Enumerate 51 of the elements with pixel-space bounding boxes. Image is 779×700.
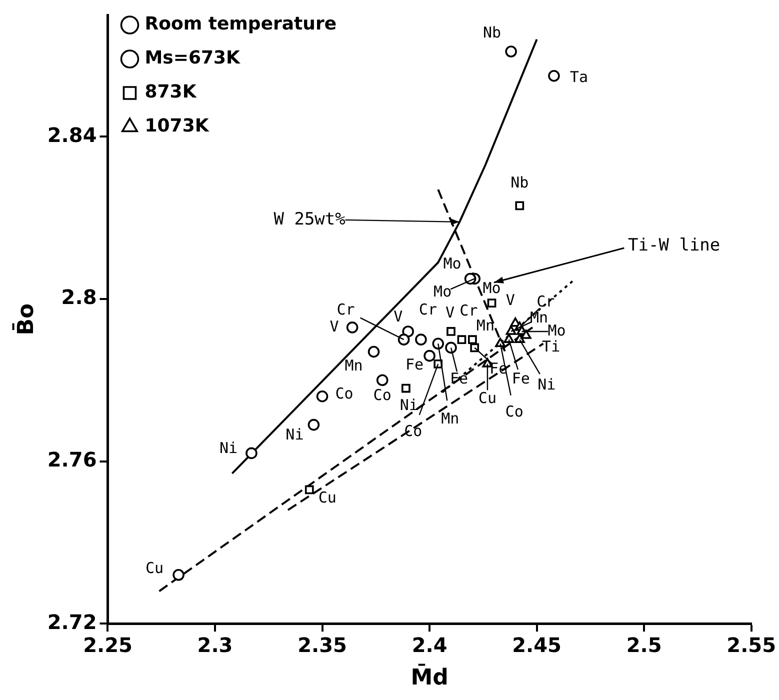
- data-label: Mo: [434, 282, 452, 301]
- y-tick-label: 2.84: [47, 122, 97, 147]
- annotation: Ti-W line: [628, 236, 720, 256]
- y-tick-label: 2.76: [47, 448, 97, 472]
- data-label: V: [330, 317, 339, 336]
- data-label: Mn: [441, 410, 460, 428]
- legend-label: 1073K: [144, 116, 210, 137]
- data-label: Ni: [400, 396, 418, 414]
- data-label: Nb: [510, 174, 529, 192]
- data-label: Co: [505, 402, 524, 421]
- y-tick-label: 2.8: [61, 285, 97, 310]
- data-label: Fe: [512, 369, 530, 388]
- data-label: Cu: [146, 558, 164, 577]
- data-label: Mn: [476, 316, 494, 334]
- data-label: Co: [404, 422, 422, 440]
- legend-label: Ms=673K: [144, 48, 242, 69]
- data-label: Co: [335, 384, 354, 402]
- data-label: V: [445, 303, 455, 322]
- data-label: Mo: [443, 254, 462, 273]
- x-tick-label: 2.35: [298, 632, 347, 657]
- x-tick-label: 2.45: [512, 632, 562, 657]
- data-label: Cr: [336, 300, 355, 318]
- data-label: Cu: [478, 388, 496, 407]
- data-label: Ti: [542, 337, 560, 356]
- data-label: Mo: [548, 321, 566, 340]
- y-axis-title: B̄o: [12, 303, 39, 336]
- data-label: Mo: [482, 278, 501, 297]
- data-label: Mn: [344, 356, 363, 375]
- legend-label: Room temperature: [144, 14, 337, 35]
- data-label: Fe: [406, 356, 424, 374]
- x-axis-title: M̄d: [410, 664, 448, 691]
- data-label: V: [394, 307, 403, 326]
- data-label: Cu: [318, 488, 336, 507]
- x-tick-label: 2.4: [412, 632, 448, 657]
- x-tick-label: 2.5: [626, 632, 662, 657]
- data-label: Nb: [483, 23, 502, 42]
- annotation: W 25wt%: [274, 209, 346, 230]
- x-tick-label: 2.3: [197, 632, 233, 657]
- data-label: Cr: [460, 301, 478, 320]
- data-label: Mn: [530, 308, 548, 326]
- legend-label: 873K: [144, 82, 198, 103]
- data-label: Cr: [418, 300, 437, 318]
- data-label: V: [506, 291, 515, 310]
- data-label: Co: [373, 386, 392, 404]
- data-label: Ni: [286, 426, 304, 444]
- y-tick-label: 2.72: [47, 610, 97, 634]
- data-label: Ta: [570, 68, 588, 86]
- x-tick-label: 2.55: [726, 632, 776, 657]
- data-label: Ni: [538, 375, 556, 394]
- x-tick-label: 2.25: [83, 632, 132, 657]
- data-label: Ni: [219, 439, 238, 458]
